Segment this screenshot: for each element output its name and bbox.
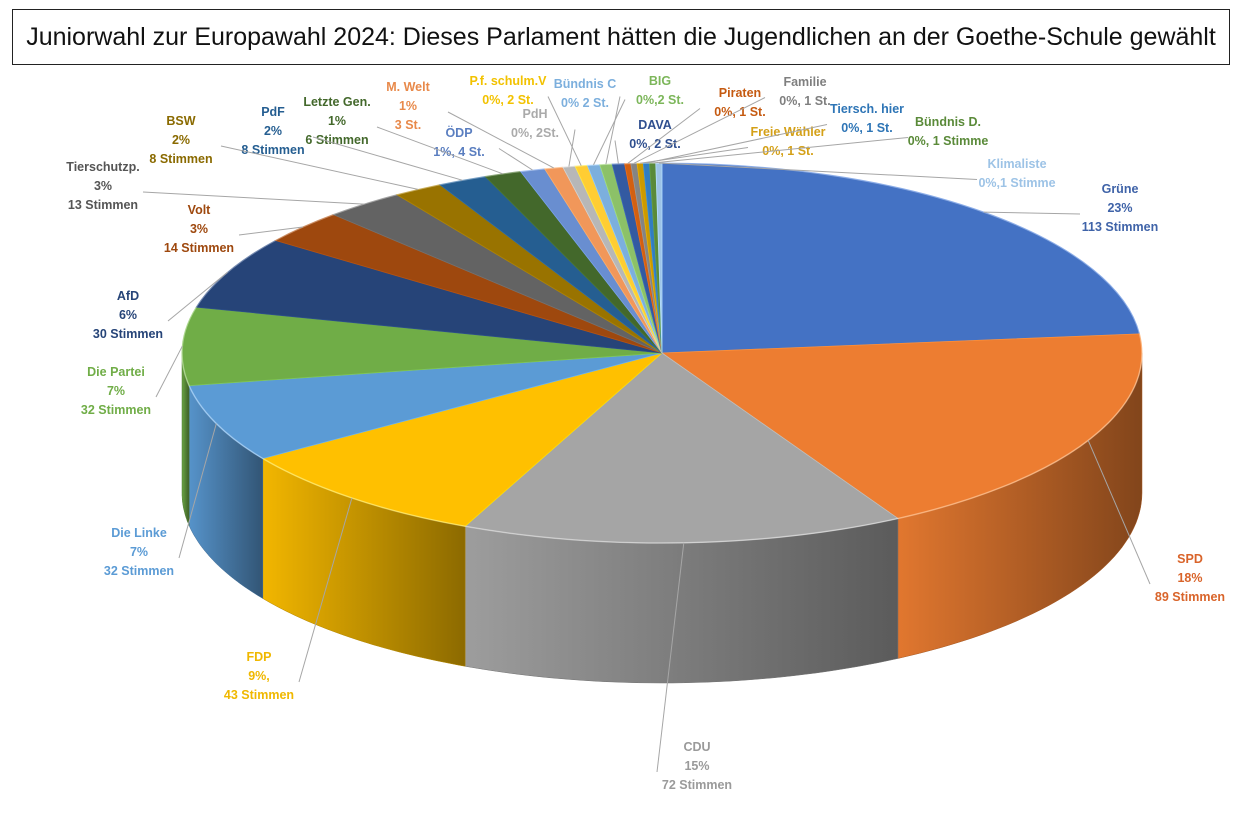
- label-bsw-line-2: 8 Stimmen: [149, 152, 212, 166]
- leader-line-cdu: [656, 542, 685, 773]
- label-pdf-line-0: PdF: [261, 105, 285, 119]
- label-ödp-line-0: ÖDP: [445, 125, 472, 140]
- label-klimaliste-line-0: Klimaliste: [987, 157, 1046, 171]
- label-freie-wähler-line-1: 0%, 1 St.: [762, 144, 813, 158]
- leader-line-afd: [167, 271, 228, 322]
- label-tiersch-hier-line-0: Tiersch. hier: [830, 102, 904, 116]
- slice-spd: [660, 333, 1143, 519]
- label-cdu-line-0: CDU: [683, 740, 710, 754]
- leader-line-grüne: [983, 211, 1081, 215]
- leader-line-fdp: [298, 497, 353, 683]
- label-afd-line-2: 30 Stimmen: [93, 327, 163, 341]
- label-klimaliste-line-1: 0%,1 Stimme: [978, 176, 1055, 190]
- label-die-linke-line-1: 7%: [130, 545, 148, 559]
- leader-line-die-partei: [155, 345, 183, 398]
- label-cdu-line-2: 72 Stimmen: [662, 778, 732, 792]
- label-big-line-1: 0%,2 St.: [636, 93, 684, 107]
- label-afd-line-1: 6%: [119, 308, 137, 322]
- label-spd-line-0: SPD: [1177, 552, 1203, 566]
- label-tiersch-hier-line-1: 0%, 1 St.: [841, 121, 892, 135]
- slice-die-linke: [188, 352, 663, 459]
- label-bsw-line-0: BSW: [166, 114, 195, 128]
- label-volt-line-0: Volt: [188, 203, 212, 217]
- label-piraten-line-1: 0%, 1 St.: [714, 105, 765, 119]
- label-pdf-line-2: 8 Stimmen: [241, 143, 304, 157]
- leader-line-m-welt: [447, 111, 554, 169]
- label-dava-line-1: 0%, 2 St.: [629, 137, 680, 151]
- leader-line-ödp: [498, 148, 533, 171]
- label-spd-line-2: 89 Stimmen: [1155, 590, 1225, 604]
- label-volt-line-1: 3%: [190, 222, 208, 236]
- label-die-partei-line-0: Die Partei: [87, 365, 145, 379]
- label-p-f-schulm-v-line-1: 0%, 2 St.: [482, 93, 533, 107]
- label-letzte-gen--line-0: Letzte Gen.: [303, 95, 370, 109]
- leader-line-letzte-gen-: [376, 126, 503, 175]
- leader-line-p-f-schulm-v: [547, 96, 582, 166]
- leader-line-klimaliste: [658, 162, 978, 180]
- leader-line-bündnis-d-: [652, 137, 909, 164]
- label-fdp-line-0: FDP: [247, 650, 272, 664]
- label-spd-line-1: 18%: [1177, 571, 1202, 585]
- label-die-linke-line-0: Die Linke: [111, 526, 167, 540]
- label-bündnis-c-line-0: Bündnis C: [554, 77, 617, 91]
- label-ödp-line-1: 1%, 4 St.: [433, 145, 484, 159]
- label-tierschutzp--line-2: 13 Stimmen: [68, 198, 138, 212]
- label-afd-line-0: AfD: [117, 289, 139, 303]
- leader-line-spd: [1087, 440, 1151, 585]
- label-fdp-line-2: 43 Stimmen: [224, 688, 294, 702]
- data-labels: Grüne 23% 113 Stimmen SPD 18% 89 Stimmen CDU 15…: [66, 74, 1225, 792]
- leader-line-dava: [614, 140, 619, 164]
- leader-line-die-linke: [178, 423, 217, 559]
- pie-slices: [181, 162, 1143, 544]
- leader-line-pdf: [312, 136, 463, 181]
- slice-afd: [195, 239, 663, 354]
- leader-line-bsw: [220, 145, 419, 190]
- label-die-partei-line-2: 32 Stimmen: [81, 403, 151, 417]
- label-tierschutzp--line-0: Tierschutzp.: [66, 160, 139, 174]
- label-bündnis-d--line-1: 0%, 1 Stimme: [908, 134, 989, 148]
- label-pdh-line-0: PdH: [523, 107, 548, 121]
- label-m-welt-line-0: M. Welt: [386, 80, 430, 94]
- label-grüne-line-0: Grüne: [1102, 182, 1139, 196]
- label-big-line-0: BIG: [649, 74, 671, 88]
- label-pdh-line-1: 0%, 2St.: [511, 126, 559, 140]
- label-bündnis-d--line-0: Bündnis D.: [915, 115, 981, 129]
- leader-line-pdh: [568, 129, 576, 167]
- label-piraten-line-0: Piraten: [719, 86, 761, 100]
- label-fdp-line-1: 9%,: [248, 669, 270, 683]
- slice-cdu: [464, 352, 899, 544]
- label-p-f-schulm-v-line-0: P.f. schulm.V: [470, 74, 548, 88]
- leader-line-bündnis-c: [593, 99, 626, 166]
- slice-die-partei: [181, 306, 663, 387]
- leader-line-big: [605, 96, 621, 165]
- label-grüne-line-1: 23%: [1107, 201, 1132, 215]
- label-m-welt-line-2: 3 St.: [395, 118, 421, 132]
- label-tierschutzp--line-1: 3%: [94, 179, 112, 193]
- label-bsw-line-1: 2%: [172, 133, 190, 147]
- label-bündnis-c-line-1: 0% 2 St.: [561, 96, 609, 110]
- label-m-welt-line-1: 1%: [399, 99, 417, 113]
- pie-side-walls: [181, 352, 1143, 684]
- label-cdu-line-1: 15%: [684, 759, 709, 773]
- label-die-linke-line-2: 32 Stimmen: [104, 564, 174, 578]
- label-letzte-gen--line-1: 1%: [328, 114, 346, 128]
- label-familie-line-0: Familie: [783, 75, 826, 89]
- leader-line-tierschutzp-: [142, 191, 364, 205]
- leader-line-volt: [238, 226, 303, 236]
- label-dava-line-0: DAVA: [638, 118, 672, 132]
- chart-title: Juniorwahl zur Europawahl 2024: Dieses P…: [12, 9, 1230, 65]
- label-volt-line-2: 14 Stimmen: [164, 241, 234, 255]
- label-grüne-line-2: 113 Stimmen: [1082, 220, 1158, 234]
- slice-fdp: [261, 352, 663, 527]
- leader-line-piraten: [627, 108, 701, 164]
- label-letzte-gen--line-2: 6 Stimmen: [305, 133, 368, 147]
- label-pdf-line-1: 2%: [264, 124, 282, 138]
- leader-lines: [142, 96, 1151, 773]
- leader-line-tiersch-hier: [646, 124, 828, 164]
- label-die-partei-line-1: 7%: [107, 384, 125, 398]
- label-familie-line-1: 0%, 1 St.: [779, 94, 830, 108]
- slice-grüne: [661, 162, 1141, 354]
- leader-line-familie: [633, 97, 766, 164]
